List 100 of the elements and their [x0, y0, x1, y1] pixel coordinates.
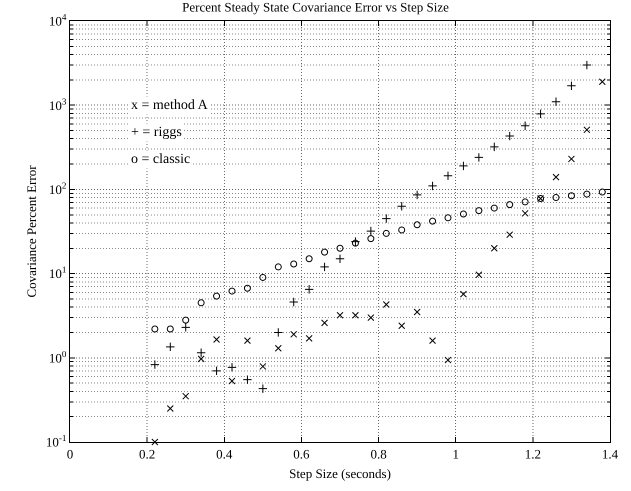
- point: [397, 202, 406, 211]
- point: [151, 438, 158, 446]
- point: [181, 322, 190, 332]
- point: [475, 207, 482, 214]
- point: [382, 230, 390, 237]
- point: [598, 188, 606, 196]
- point: [551, 97, 561, 106]
- point: [460, 290, 467, 298]
- point: [583, 190, 590, 198]
- point: [458, 161, 468, 171]
- x-tick-label: 0: [66, 446, 74, 462]
- point: [520, 121, 530, 130]
- point: [475, 271, 482, 278]
- point: [212, 366, 222, 376]
- point: [304, 284, 314, 294]
- annotation: x = method A: [131, 98, 209, 113]
- point: [166, 342, 175, 352]
- annotation: + = riggs: [131, 125, 182, 140]
- point: [506, 201, 514, 208]
- point: [244, 284, 251, 292]
- point: [398, 322, 406, 330]
- x-tick-label: 0.8: [370, 446, 387, 462]
- point: [321, 248, 328, 256]
- point: [414, 308, 421, 316]
- point: [196, 348, 206, 358]
- point: [352, 240, 359, 247]
- point: [429, 218, 436, 225]
- point: [352, 312, 359, 319]
- point: [182, 316, 190, 324]
- point: [306, 334, 313, 342]
- point: [258, 384, 268, 394]
- point: [367, 314, 374, 322]
- point: [150, 360, 160, 370]
- point: [490, 244, 498, 252]
- point: [598, 78, 606, 86]
- point: [306, 255, 313, 262]
- point: [443, 171, 453, 181]
- point: [444, 356, 452, 364]
- point: [474, 152, 484, 162]
- x-tick-label: 1.4: [602, 446, 619, 462]
- point: [228, 378, 236, 385]
- point: [382, 214, 391, 224]
- point: [259, 362, 266, 370]
- y-tick-label: 10$^{-1}$: [46, 433, 66, 450]
- y-axis-title: Covariance Percent Error: [24, 164, 39, 298]
- x-tick-label: 0.2: [139, 446, 156, 462]
- x-tick-label: 0.6: [293, 446, 310, 462]
- point: [274, 263, 282, 270]
- point: [460, 210, 467, 218]
- point: [367, 235, 374, 242]
- x-tick-label: 1.2: [524, 446, 541, 462]
- point: [505, 131, 514, 141]
- point: [213, 336, 220, 343]
- point: [429, 337, 436, 344]
- point: [166, 325, 174, 332]
- point: [566, 81, 576, 90]
- point: [227, 362, 237, 372]
- point: [198, 355, 205, 362]
- point: [444, 214, 452, 222]
- y-tick-label: 10$^{2}$: [48, 180, 67, 197]
- point: [166, 404, 174, 412]
- point: [552, 174, 560, 181]
- x-tick-label: 0.4: [216, 446, 233, 462]
- y-tick-label: 10$^{4}$: [48, 12, 67, 29]
- point: [289, 297, 298, 307]
- point: [398, 226, 406, 234]
- point: [366, 226, 376, 236]
- point: [274, 328, 283, 338]
- x-axis-title: Step Size (seconds): [289, 466, 391, 482]
- x-tick-label: 1: [452, 446, 459, 462]
- point: [274, 344, 282, 352]
- point: [182, 392, 190, 400]
- point: [522, 198, 529, 206]
- point: [336, 312, 344, 319]
- point: [536, 109, 546, 119]
- y-tick-label: 10$^{1}$: [48, 264, 66, 282]
- point: [336, 244, 344, 252]
- point: [244, 337, 251, 344]
- point: [582, 60, 592, 70]
- y-tick-label: 10$^{0}$: [48, 348, 67, 366]
- point: [412, 190, 422, 200]
- point: [228, 288, 236, 295]
- point: [151, 325, 158, 332]
- y-tick-label: 10$^{3}$: [48, 96, 67, 113]
- point: [321, 319, 328, 326]
- point: [490, 204, 498, 212]
- point: [428, 181, 438, 191]
- point: [506, 231, 514, 238]
- point: [552, 194, 560, 202]
- point: [350, 236, 360, 246]
- point: [522, 210, 529, 217]
- point: [568, 192, 575, 200]
- point: [382, 300, 390, 308]
- point: [213, 292, 220, 300]
- point: [242, 374, 252, 384]
- point: [320, 262, 330, 272]
- point: [198, 299, 205, 306]
- point: [290, 330, 298, 338]
- point: [414, 221, 421, 228]
- chart-title: Percent Steady State Covariance Error vs Step Size: [182, 0, 450, 15]
